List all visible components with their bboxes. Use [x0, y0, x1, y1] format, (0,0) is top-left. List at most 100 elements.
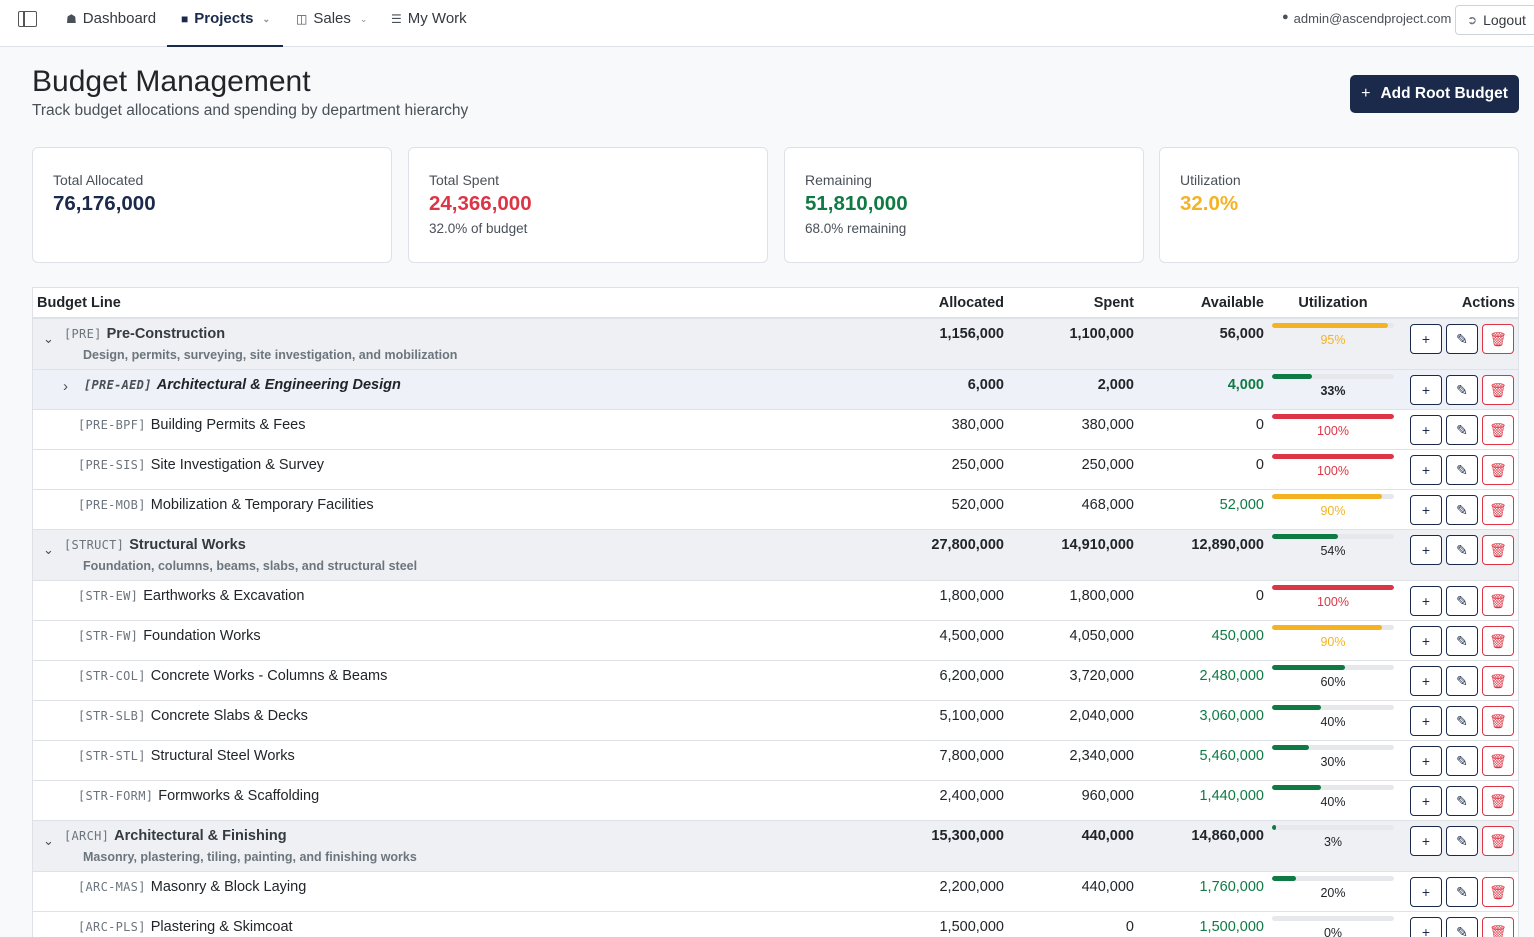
add-child-button[interactable]: +: [1410, 375, 1442, 405]
edit-button[interactable]: ✎: [1446, 877, 1478, 907]
delete-button[interactable]: 🗑: [1482, 455, 1514, 485]
add-child-button[interactable]: +: [1410, 826, 1442, 856]
edit-button[interactable]: ✎: [1446, 826, 1478, 856]
utilization-bar-fill: [1272, 665, 1346, 670]
edit-button[interactable]: ✎: [1446, 375, 1478, 405]
delete-button[interactable]: 🗑: [1482, 324, 1514, 354]
nav-sales[interactable]: ◫ Sales ⌄: [296, 0, 367, 47]
budget-code: [PRE-MOB]: [78, 498, 146, 512]
table-row: [STR-FORM] Formworks & Scaffolding 2,400,0…: [33, 781, 1518, 821]
add-child-button[interactable]: +: [1410, 706, 1442, 736]
delete-button[interactable]: 🗑: [1482, 826, 1514, 856]
add-child-button[interactable]: +: [1410, 324, 1442, 354]
add-child-button[interactable]: +: [1410, 666, 1442, 696]
edit-button[interactable]: ✎: [1446, 586, 1478, 616]
delete-button[interactable]: 🗑: [1482, 877, 1514, 907]
delete-button[interactable]: 🗑: [1482, 746, 1514, 776]
available-value: 0: [1255, 457, 1264, 473]
delete-button[interactable]: 🗑: [1482, 495, 1514, 525]
delete-button[interactable]: 🗑: [1482, 375, 1514, 405]
utilization-bar-fill: [1272, 534, 1338, 539]
budget-name: Concrete Slabs & Decks: [150, 708, 308, 724]
utilization-percent: 40%: [1320, 715, 1346, 729]
edit-button[interactable]: ✎: [1446, 495, 1478, 525]
spent-value: 2,340,000: [1069, 748, 1134, 764]
delete-button[interactable]: 🗑: [1482, 917, 1514, 937]
edit-button[interactable]: ✎: [1446, 535, 1478, 565]
chevron-down-icon[interactable]: ⌄: [43, 542, 54, 557]
budget-code: [PRE-SIS]: [78, 458, 146, 472]
edit-button[interactable]: ✎: [1446, 746, 1478, 776]
budget-group-row: ⌄ [STRUCT] Structural Works Foundation, col…: [33, 530, 1518, 581]
budget-name: Structural Works: [129, 537, 246, 553]
delete-button[interactable]: 🗑: [1482, 586, 1514, 616]
budget-code: [STR-FW]: [78, 629, 139, 643]
add-child-button[interactable]: +: [1410, 586, 1442, 616]
edit-button[interactable]: ✎: [1446, 415, 1478, 445]
user-icon: ●: [1282, 11, 1289, 23]
plus-icon: +: [1421, 462, 1431, 478]
utilization-percent: 90%: [1320, 504, 1346, 518]
logout-button[interactable]: ➲ Logout: [1455, 5, 1534, 35]
budget-line-name: [PRE-AED] Architectural & Engineering Des…: [84, 377, 401, 393]
add-child-button[interactable]: +: [1410, 535, 1442, 565]
available-value: 450,000: [1211, 628, 1264, 644]
edit-button[interactable]: ✎: [1446, 666, 1478, 696]
budget-code: [ARC-PLS]: [78, 920, 146, 934]
delete-button[interactable]: 🗑: [1482, 706, 1514, 736]
summary-card-value: 24,366,000: [429, 192, 532, 215]
allocated-value: 6,200,000: [939, 668, 1004, 684]
allocated-value: 2,400,000: [939, 788, 1004, 804]
add-child-button[interactable]: +: [1410, 455, 1442, 485]
add-child-button[interactable]: +: [1410, 917, 1442, 937]
utilization-bar-fill: [1272, 876, 1297, 881]
add-child-button[interactable]: +: [1410, 626, 1442, 656]
add-child-button[interactable]: +: [1410, 877, 1442, 907]
nav-projects[interactable]: ■ Projects ⌄: [167, 0, 283, 47]
delete-button[interactable]: 🗑: [1482, 626, 1514, 656]
utilization-bar-fill: [1272, 585, 1394, 590]
spent-value: 2,000: [1097, 377, 1134, 393]
edit-button[interactable]: ✎: [1446, 706, 1478, 736]
delete-button[interactable]: 🗑: [1482, 666, 1514, 696]
chevron-right-icon[interactable]: ›: [63, 378, 68, 395]
sidebar-toggle-icon[interactable]: [18, 11, 37, 27]
home-icon: ☗: [66, 12, 77, 26]
delete-button[interactable]: 🗑: [1482, 415, 1514, 445]
available-value: 12,890,000: [1191, 537, 1264, 553]
page-subtitle: Track budget allocations and spending by…: [32, 102, 469, 119]
add-child-button[interactable]: +: [1410, 495, 1442, 525]
chevron-down-icon[interactable]: ⌄: [43, 833, 54, 848]
nav-mywork-label: My Work: [407, 10, 467, 27]
delete-button[interactable]: 🗑: [1482, 535, 1514, 565]
budget-code: [STR-STL]: [78, 749, 146, 763]
edit-button[interactable]: ✎: [1446, 455, 1478, 485]
edit-button[interactable]: ✎: [1446, 626, 1478, 656]
chevron-down-icon[interactable]: ⌄: [43, 331, 54, 346]
utilization-bar: [1272, 414, 1394, 419]
pencil-icon: ✎: [1456, 541, 1468, 558]
trash-icon: 🗑: [1489, 883, 1507, 900]
nav-dashboard[interactable]: ☗ Dashboard: [66, 0, 156, 47]
allocated-value: 520,000: [951, 497, 1004, 513]
utilization-bar: [1272, 916, 1394, 921]
budget-code: [PRE-BPF]: [78, 418, 146, 432]
utilization-bar: [1272, 454, 1394, 459]
budget-code: [ARCH]: [64, 829, 110, 843]
budget-name: Masonry & Block Laying: [150, 879, 307, 895]
edit-button[interactable]: ✎: [1446, 324, 1478, 354]
add-child-button[interactable]: +: [1410, 746, 1442, 776]
add-child-button[interactable]: +: [1410, 786, 1442, 816]
utilization-percent: 3%: [1323, 835, 1343, 849]
pencil-icon: ✎: [1456, 883, 1468, 900]
chevron-down-icon: ⌄: [262, 14, 270, 24]
nav-mywork[interactable]: ☰ My Work: [391, 0, 467, 47]
user-email: admin@ascendproject.com: [1293, 11, 1452, 26]
delete-button[interactable]: 🗑: [1482, 786, 1514, 816]
edit-button[interactable]: ✎: [1446, 786, 1478, 816]
add-child-button[interactable]: +: [1410, 415, 1442, 445]
table-row: [STR-FW] Foundation Works 4,500,000 4,050,0…: [33, 621, 1518, 661]
add-root-budget-button[interactable]: + Add Root Budget: [1350, 75, 1519, 113]
available-value: 1,440,000: [1199, 788, 1264, 804]
edit-button[interactable]: ✎: [1446, 917, 1478, 937]
